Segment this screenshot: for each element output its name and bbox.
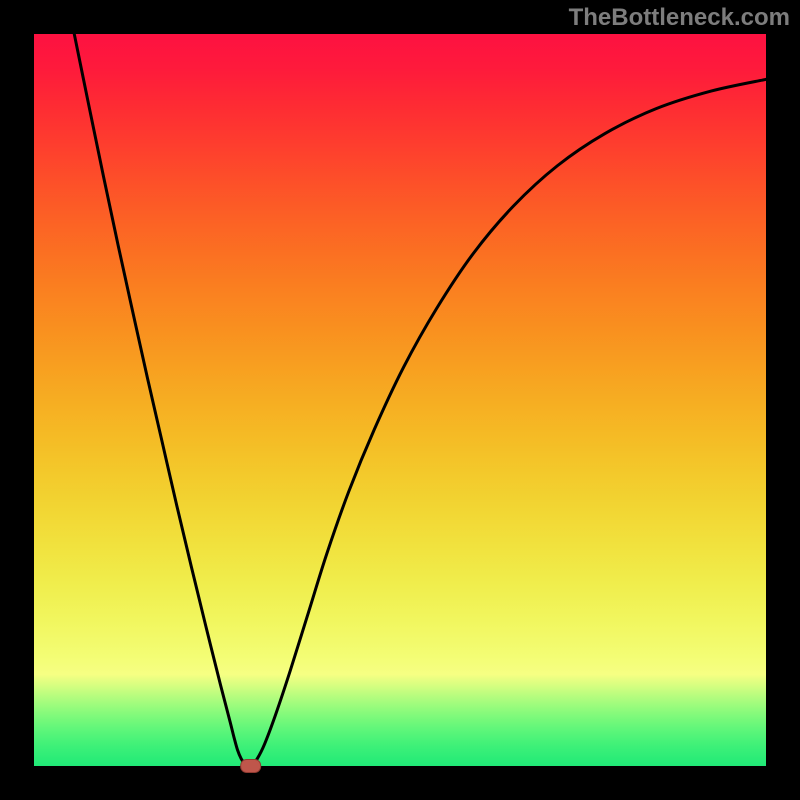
plot-background — [34, 34, 766, 766]
watermark-text: TheBottleneck.com — [569, 4, 790, 32]
chart-container: TheBottleneck.com — [0, 0, 800, 800]
chart-svg — [0, 0, 800, 800]
optimal-point-marker — [241, 760, 261, 773]
plot-group — [0, 0, 800, 800]
